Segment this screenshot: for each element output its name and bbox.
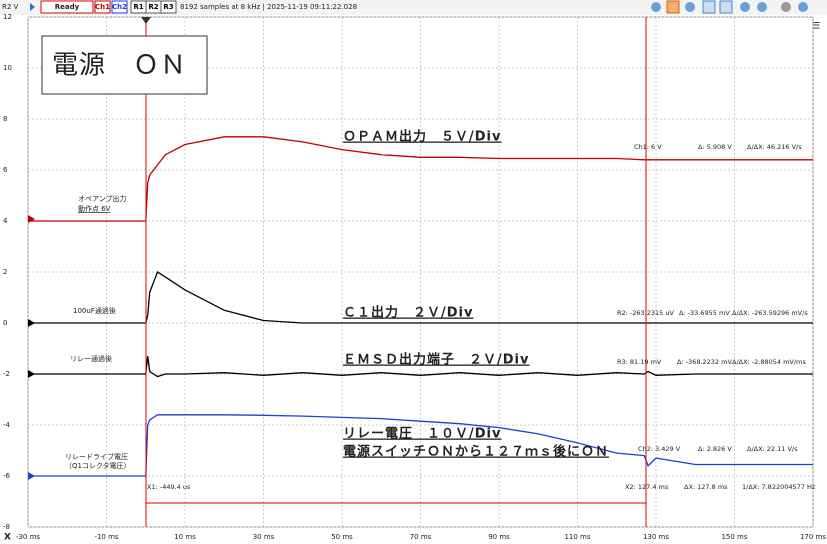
readout: X1: -449.4 us: [147, 483, 191, 491]
trace: [28, 356, 813, 378]
play-icon[interactable]: [30, 3, 35, 11]
annotation: リレー電圧 １０Ｖ/Div: [343, 427, 501, 442]
zoom-icon[interactable]: [651, 2, 661, 12]
corner-x[interactable]: X: [4, 533, 11, 543]
annotation: リレードライブ電圧: [65, 452, 128, 461]
annotation: 100uF通過後: [73, 306, 116, 315]
channel-label: R1: [133, 3, 143, 11]
readout: Ch1: 6 V: [634, 143, 662, 151]
channel-tab[interactable]: [160, 0, 177, 14]
r2-marker[interactable]: [28, 319, 35, 327]
readout: 1/ΔX: 7.822004577 Hz: [742, 483, 816, 491]
readout: Δ: 2.826 V: [698, 445, 732, 453]
channel-label: R2: [148, 3, 158, 11]
channel-label: R3: [163, 3, 173, 11]
x-tick-label: -30 ms: [16, 533, 40, 541]
y-tick-label: -6: [3, 472, 11, 480]
readout: Δ: -368.2232 mV: [677, 358, 732, 366]
y-tick-label: 0: [3, 319, 7, 327]
trace: [28, 136, 813, 222]
readout: R2: -263.2315 uV: [617, 309, 674, 317]
readout: Δ: -33.6955 mV: [679, 309, 730, 317]
settings-icon[interactable]: [781, 2, 791, 12]
x-tick-label: 30 ms: [253, 533, 275, 541]
fit-y-icon[interactable]: [719, 0, 733, 14]
fit-icon[interactable]: [702, 0, 716, 14]
x-tick-label: 70 ms: [410, 533, 432, 541]
channel-tab[interactable]: [94, 0, 111, 14]
cursor-icon[interactable]: [666, 0, 680, 14]
y-tick-label: 10: [3, 64, 12, 72]
x-tick-label: 10 ms: [174, 533, 196, 541]
y-tick-label: 6: [3, 166, 8, 174]
info: 8192 samples at 8 kHz | 2025-11-19 09:11…: [180, 3, 357, 11]
readout: Δ/ΔX: -2.88054 mV/ms: [732, 358, 806, 366]
r3-marker[interactable]: [28, 370, 35, 378]
note-box: [41, 35, 208, 95]
readout: X2: 127.4 ms: [625, 483, 669, 491]
toolbar: [0, 0, 827, 15]
annotation: 電源スイッチＯＮから１２７ｍｓ後にＯＮ: [343, 444, 609, 460]
readout: Δ/ΔX: 46.216 V/s: [747, 143, 802, 151]
zoom-out-icon[interactable]: [685, 2, 695, 12]
channel-label: Ch1: [95, 3, 110, 11]
readout: Ch2: 3.429 V: [638, 445, 681, 453]
zoom-y-icon[interactable]: [757, 2, 767, 12]
channel-tab[interactable]: [111, 0, 128, 14]
readout: Δ: 5.908 V: [698, 143, 732, 151]
search-icon[interactable]: [798, 2, 808, 12]
trace: [28, 271, 813, 324]
readout: Δ/ΔX: -263.59296 mV/s: [732, 309, 808, 317]
axis-unit: R2 V: [2, 3, 19, 11]
y-tick-label: -4: [3, 421, 11, 429]
annotation: 電源 ＯＮ: [52, 51, 187, 81]
ch1-marker[interactable]: [28, 215, 35, 223]
x-tick-label: -10 ms: [94, 533, 118, 541]
readout: Δ/ΔX: 22.11 V/s: [747, 445, 798, 453]
x-tick-label: 150 ms: [721, 533, 747, 541]
tool-icons: [651, 0, 808, 14]
trigger-marker: [141, 17, 151, 24]
y-tick-label: -8: [3, 523, 10, 531]
y-tick-label: -2: [3, 370, 10, 378]
channel-label: Ch2: [112, 3, 127, 11]
x-tick-label: 110 ms: [564, 533, 590, 541]
annotation: リレー通過後: [70, 354, 112, 363]
y-tick-label: 8: [3, 115, 7, 123]
ch2-marker[interactable]: [28, 472, 35, 480]
y-tick-label: 4: [3, 217, 8, 225]
annotation: ＯＰＡＭ出力 ５Ｖ/Div: [343, 129, 501, 145]
readout: ΔX: 127.8 ms: [684, 483, 728, 491]
readout: R3: 81.19 mV: [617, 358, 662, 366]
annotation: ＥＭＳＤ出力端子 ２Ｖ/Div: [343, 352, 529, 368]
x-tick-label: 130 ms: [643, 533, 669, 541]
x-tick-label: 50 ms: [331, 533, 353, 541]
trace: [28, 414, 813, 477]
x-tick-label: 90 ms: [488, 533, 510, 541]
annotation: 動作点 6V: [78, 204, 111, 213]
y-tick-label: 12: [3, 13, 12, 21]
annotation: Ｃ１出力 ２Ｖ/Div: [343, 305, 473, 321]
status-box[interactable]: [40, 0, 94, 14]
menu-icon[interactable]: ☰: [812, 22, 820, 32]
zoom-x-icon[interactable]: [740, 2, 750, 12]
annotation: （Q1コレクタ電圧）: [65, 461, 131, 470]
y-tick-label: 2: [3, 268, 7, 276]
x-tick-label: 170 ms: [800, 533, 826, 541]
status: Ready: [55, 3, 80, 11]
annotation: オペアンプ出力: [78, 194, 127, 203]
